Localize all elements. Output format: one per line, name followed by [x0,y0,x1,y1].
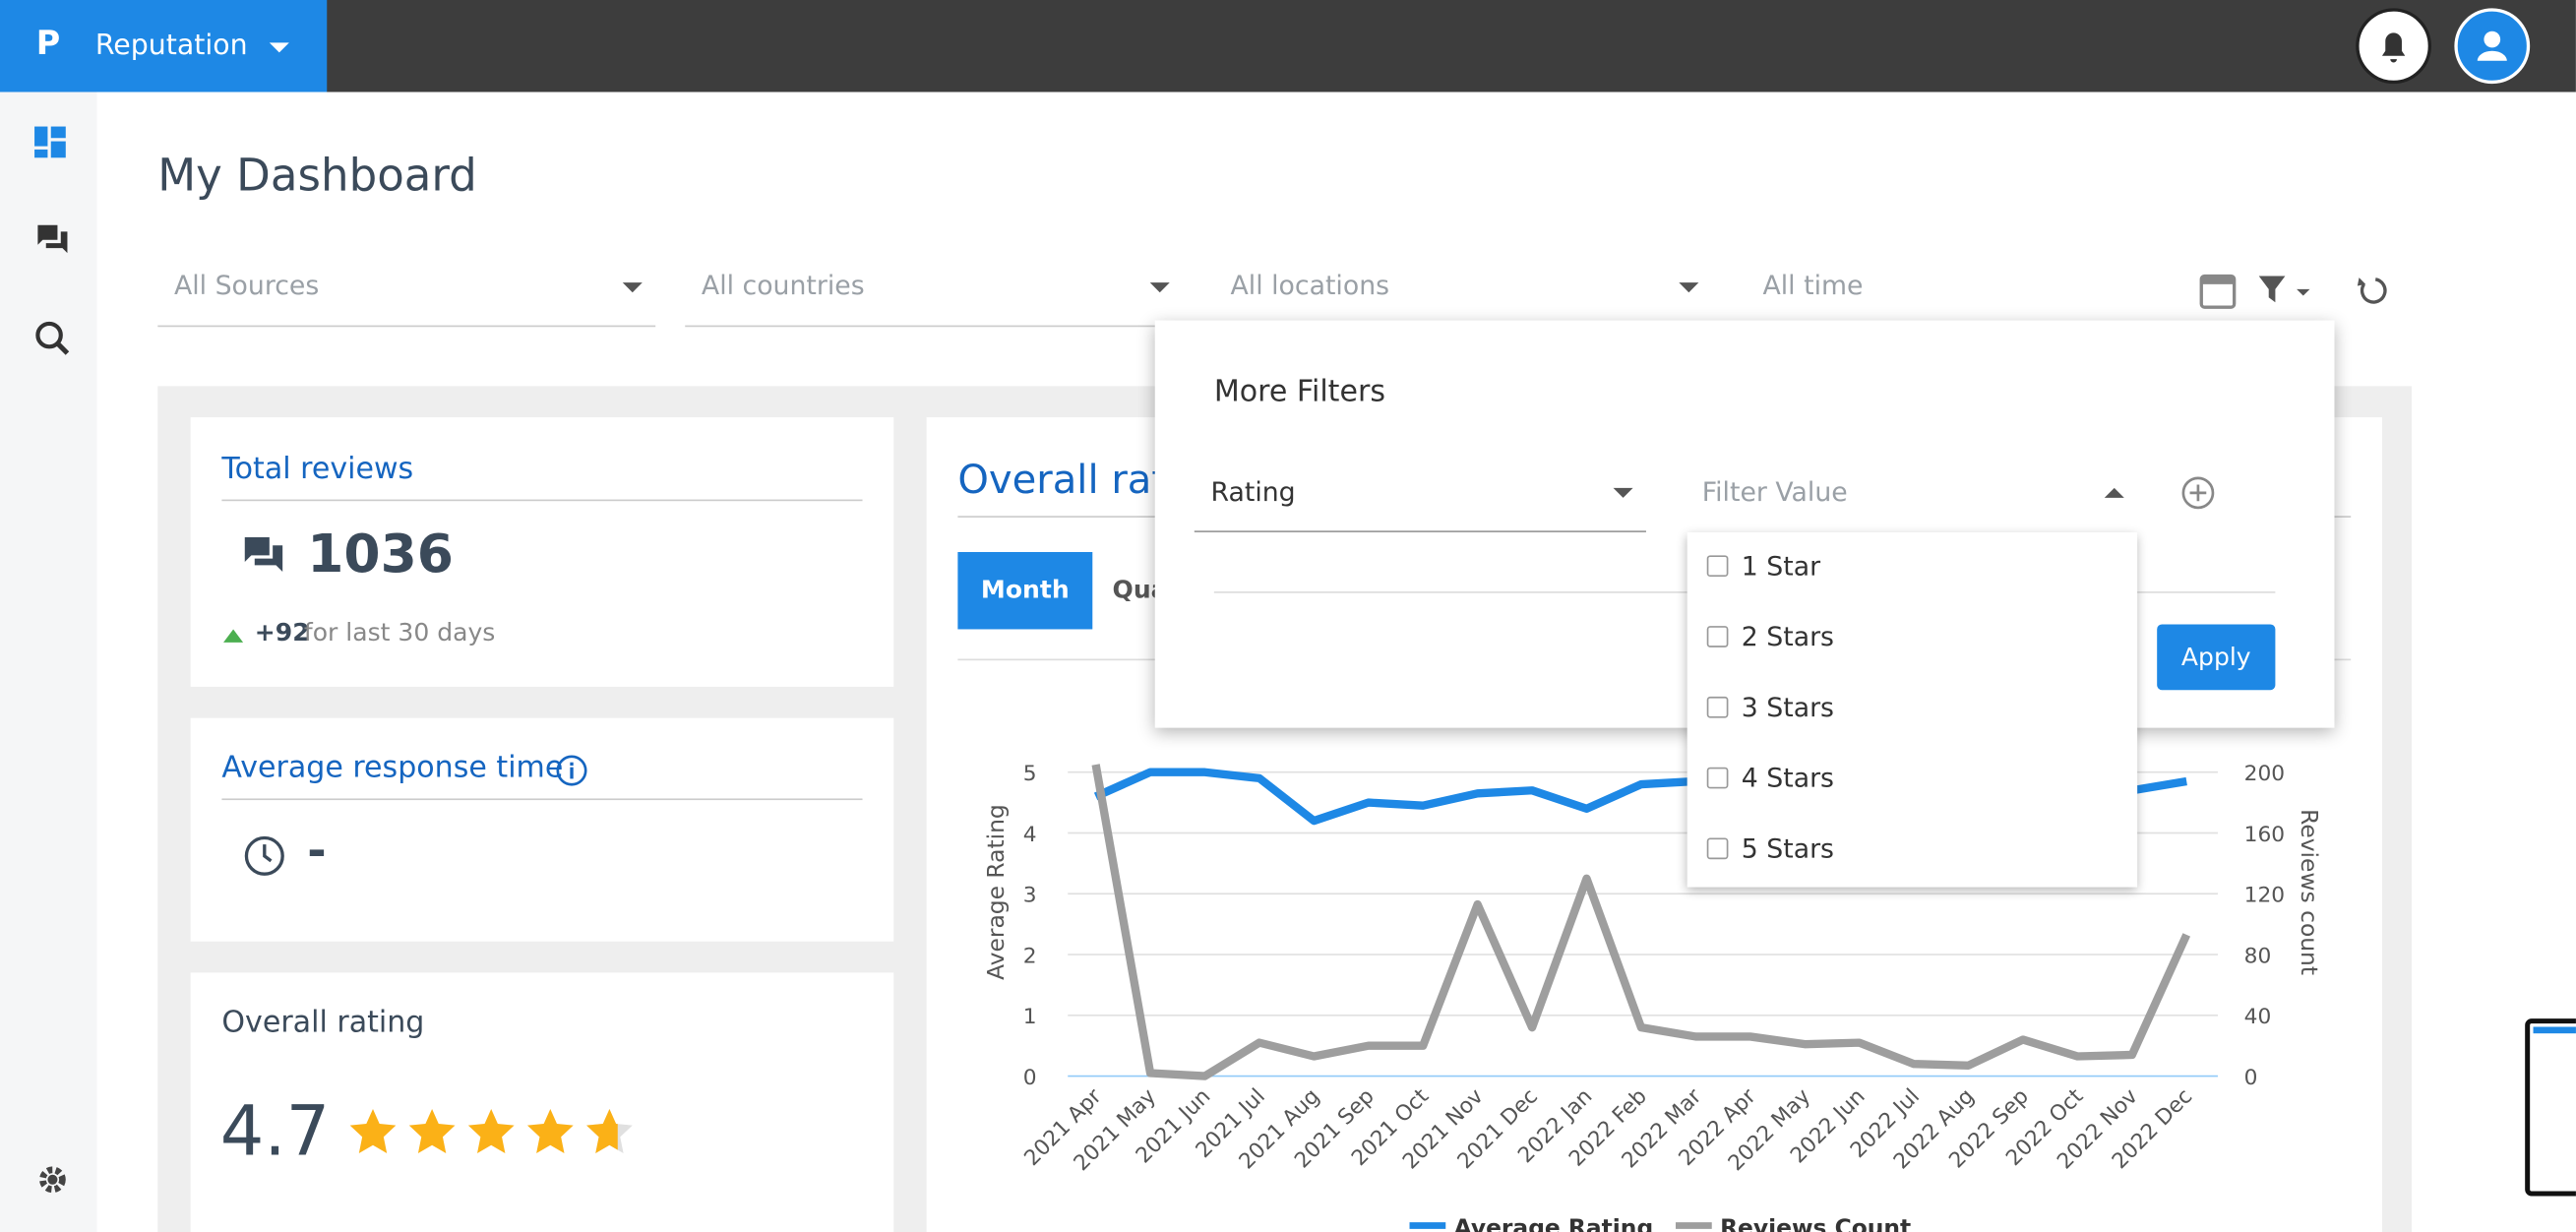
filter-tools [2199,274,2387,309]
preview-thumbnail[interactable] [2525,1018,2576,1197]
reviews-icon[interactable] [36,223,69,256]
option[interactable]: 2 Stars [1706,621,1834,652]
filter-text: All time [1762,269,1864,301]
apply-button[interactable]: Apply [2157,624,2276,691]
placeholder-text: Filter Value [1701,476,1848,508]
y-tick-label: 5 [1023,762,1037,786]
card-value: 1036 [307,522,454,585]
y-axis-title: Average Rating [982,804,1010,980]
settings-icon[interactable] [36,1163,69,1196]
y2-tick-label: 80 [2244,944,2272,968]
filter-text: All locations [1230,269,1390,301]
y2-tick-label: 0 [2244,1066,2258,1090]
y-tick-label: 4 [1023,823,1037,847]
option-text: 1 Star [1741,550,1821,583]
option-text: 3 Stars [1741,691,1834,723]
sidebar [0,92,97,1232]
card-title: Total reviews [221,452,414,487]
field-select[interactable]: Rating [1194,455,1646,532]
field-text: Rating [1210,476,1296,508]
add-filter-button[interactable] [2180,475,2217,512]
page-title: My Dashboard [157,151,477,203]
change-value: +92 [254,617,310,647]
app-name: Reputation [94,30,248,63]
countries-filter[interactable]: All countries [685,263,1184,328]
legend-label: Average Rating [1454,1214,1654,1232]
y2-tick-label: 160 [2244,823,2285,847]
y2-tick-label: 200 [2244,762,2285,786]
logo: P [35,23,61,63]
info-icon[interactable] [555,754,587,786]
top-bar [0,0,2576,92]
sources-filter[interactable]: All Sources [157,263,656,328]
legend-label: Reviews Count [1720,1214,1911,1232]
overall-rating-card: Overall rating 4.7 [190,972,894,1232]
value-select[interactable]: Filter Value [1687,455,2139,530]
dashboard-icon[interactable] [32,125,69,161]
filter-text: All countries [701,269,865,301]
option-text: 4 Stars [1741,762,1834,794]
option-text: 5 Stars [1741,832,1834,865]
popup-title: More Filters [1213,374,1385,409]
search-icon[interactable] [34,321,71,357]
card-title: Overall rating [221,1005,425,1040]
total-reviews-card: Total reviews 1036 +92 for last 30 days [190,417,894,687]
response-time-card: Average response time - [190,717,894,942]
options-list: 1 Star 2 Stars 3 Stars 4 Stars 5 Stars [1687,531,2138,888]
series-line [1091,764,2191,1080]
user-button[interactable] [2454,8,2531,85]
option[interactable]: 4 Stars [1706,762,1834,794]
option-text: 2 Stars [1741,621,1834,652]
y-tick-label: 2 [1023,944,1037,968]
app-switcher[interactable]: P Reputation [0,0,328,92]
y-tick-label: 1 [1023,1005,1037,1029]
filter-text: All Sources [173,269,320,301]
y2-tick-label: 40 [2244,1005,2272,1029]
reset-icon[interactable] [2360,277,2387,304]
y2-tick-label: 120 [2244,884,2285,908]
y2-axis-title: Reviews count [2296,809,2323,975]
notifications-button[interactable] [2356,8,2432,85]
option[interactable]: 1 Star [1706,550,1821,583]
rating-value: 4.7 [219,1090,331,1172]
y-tick-label: 3 [1023,884,1037,908]
more-filters-icon[interactable] [2258,276,2286,303]
option[interactable]: 3 Stars [1706,691,1834,723]
option[interactable]: 5 Stars [1706,832,1834,865]
card-title: Average response time [221,751,564,786]
y-tick-label: 0 [1023,1066,1037,1090]
month-tab[interactable]: Month [957,551,1093,630]
card-value: - [307,823,327,878]
change-note: for last 30 days [303,617,496,647]
